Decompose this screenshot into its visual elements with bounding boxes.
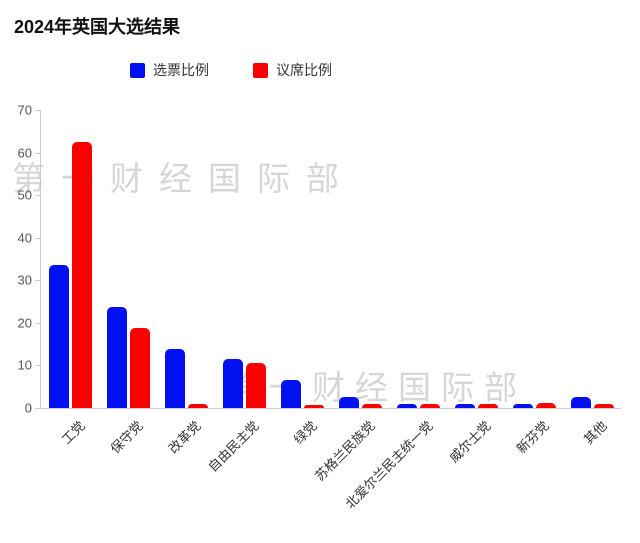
legend-swatch-blue [130, 62, 145, 78]
x-axis-label-绿党: 绿党 [290, 418, 320, 448]
bar-议席比例-苏格兰民族党 [361, 403, 382, 408]
y-axis-tick-mark [35, 408, 40, 409]
y-axis-tick-label: 20 [17, 315, 32, 331]
y-axis-tick-mark [35, 280, 40, 282]
y-axis-tick-mark [35, 195, 40, 197]
bar-议席比例-新芬党 [535, 403, 556, 408]
bar-group [106, 110, 150, 408]
bar-选票比例-苏格兰民族党 [338, 396, 359, 408]
bar-选票比例-自由民主党 [222, 359, 243, 408]
bar-议席比例-改革党 [187, 403, 208, 408]
bar-选票比例-威尔士党 [454, 403, 475, 408]
y-axis-tick-mark [35, 322, 40, 324]
x-axis-label-其他: 其他 [580, 418, 610, 448]
y-axis-tick-label: 50 [17, 187, 32, 203]
bar-议席比例-其他 [593, 403, 614, 408]
watermark-text-upper: 第一财经国际部 [12, 160, 355, 197]
x-axis-label-威尔士党: 威尔士党 [446, 418, 494, 466]
legend-label-votes: 选票比例 [153, 62, 209, 78]
y-axis-tick-label: 70 [17, 102, 32, 118]
bar-group [396, 110, 440, 408]
bar-group [512, 110, 556, 408]
y-axis-tick-label: 0 [24, 400, 32, 416]
bar-选票比例-工党 [48, 264, 69, 408]
chart-plot-area [40, 110, 621, 409]
legend-label-seats: 议席比例 [276, 62, 332, 78]
y-axis-tick-mark [35, 152, 40, 154]
y-axis-tick-mark [35, 365, 40, 367]
x-axis-label-自由民主党: 自由民主党 [205, 418, 262, 475]
x-axis-label-保守党: 保守党 [107, 418, 146, 457]
bar-议席比例-北爱尔兰民主统一党 [419, 403, 440, 408]
y-axis-tick-label: 40 [17, 230, 32, 246]
x-axis-label-工党: 工党 [58, 418, 88, 448]
bar-选票比例-新芬党 [512, 404, 533, 408]
watermark-text-lower: 第一财经国际部 [226, 369, 527, 406]
y-axis-tick-label: 60 [17, 145, 32, 161]
legend-swatch-red [253, 62, 268, 78]
bar-议席比例-绿党 [303, 404, 324, 408]
bar-选票比例-北爱尔兰民主统一党 [396, 403, 417, 408]
bar-选票比例-其他 [570, 396, 591, 408]
bar-group [48, 110, 92, 408]
chart-legend: 选票比例 议席比例 [130, 60, 332, 80]
bar-议席比例-威尔士党 [477, 403, 498, 408]
bar-group [454, 110, 498, 408]
bar-group [570, 110, 614, 408]
legend-item-votes[interactable]: 选票比例 [130, 60, 209, 80]
bar-group [280, 110, 324, 408]
bar-选票比例-改革党 [164, 349, 185, 408]
y-axis-tick-label: 10 [17, 357, 32, 373]
bar-选票比例-保守党 [106, 307, 127, 408]
x-axis-label-改革党: 改革党 [165, 418, 204, 457]
x-axis-label-新芬党: 新芬党 [513, 418, 552, 457]
bar-group [164, 110, 208, 408]
bar-议席比例-自由民主党 [245, 362, 266, 408]
y-axis-tick-mark [35, 237, 40, 239]
bar-group [222, 110, 266, 408]
bar-议席比例-工党 [71, 141, 92, 408]
bar-议席比例-保守党 [129, 328, 150, 408]
bar-group [338, 110, 382, 408]
bar-选票比例-绿党 [280, 379, 301, 408]
y-axis-tick-mark [35, 110, 40, 111]
y-axis-tick-label: 30 [17, 272, 32, 288]
legend-item-seats[interactable]: 议席比例 [253, 60, 332, 80]
chart-title: 2024年英国大选结果 [14, 17, 181, 37]
